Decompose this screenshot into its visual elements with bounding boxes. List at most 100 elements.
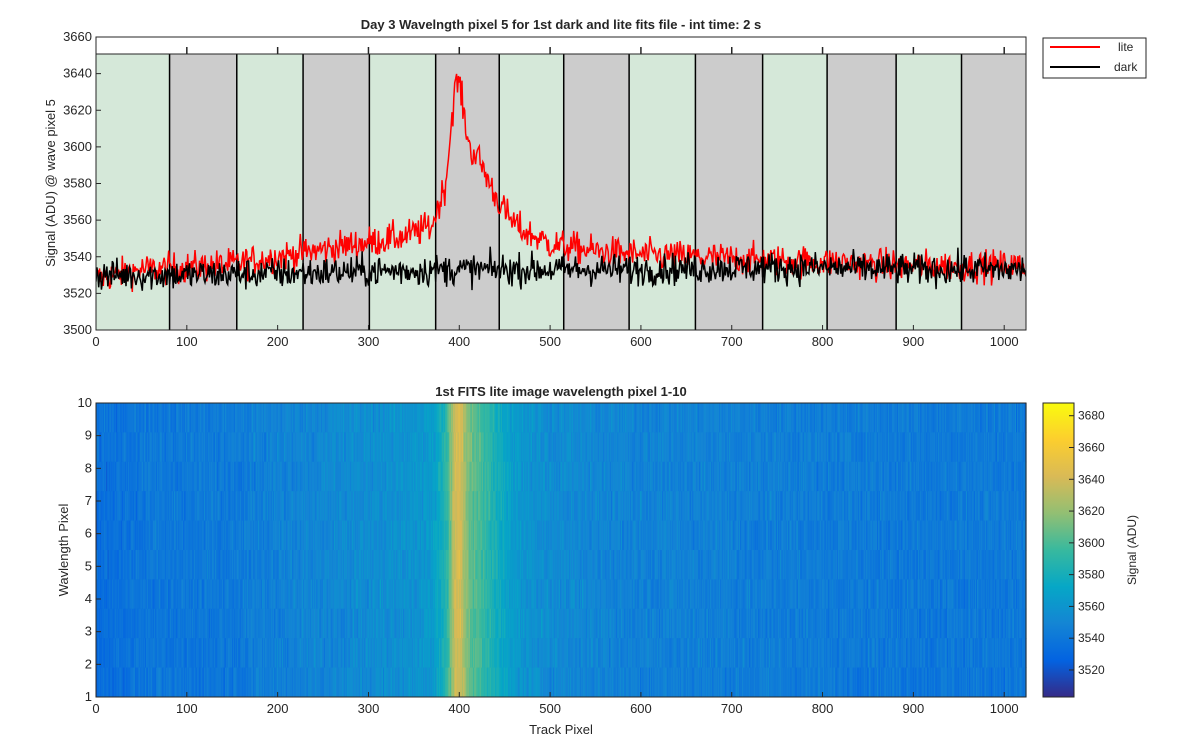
- heatmap-cell: [415, 403, 418, 433]
- heatmap-cell: [350, 491, 352, 521]
- heatmap-cell: [768, 461, 770, 492]
- heatmap-cell: [457, 432, 459, 463]
- heatmap-cell: [674, 403, 677, 433]
- heatmap-cell: [556, 432, 558, 463]
- heatmap-cell: [847, 461, 849, 492]
- heatmap-cell: [126, 461, 129, 492]
- heatmap-cell: [817, 461, 819, 492]
- heatmap-cell: [433, 432, 436, 463]
- heatmap-cell: [227, 403, 230, 433]
- heatmap-cell: [941, 461, 944, 492]
- heatmap-cell: [669, 520, 671, 551]
- heatmap-cell: [188, 432, 191, 463]
- heatmap-cell: [552, 520, 555, 551]
- heatmap-cell: [716, 403, 718, 433]
- heatmap-cell: [195, 520, 198, 551]
- heatmap-cell: [636, 461, 638, 492]
- heatmap-cell: [990, 491, 993, 521]
- heatmap-cell: [991, 432, 993, 463]
- heatmap-cell: [501, 461, 503, 492]
- heatmap-cell: [661, 461, 664, 492]
- heatmap-cell: [353, 432, 356, 463]
- heatmap-cell: [217, 432, 220, 463]
- heatmap-cell: [803, 432, 805, 463]
- heatmap-cell: [625, 491, 627, 521]
- heatmap-cell: [946, 491, 948, 521]
- heatmap-cell: [309, 461, 311, 492]
- heatmap-cell: [557, 491, 559, 521]
- heatmap-cell: [822, 491, 825, 521]
- heatmap-cell: [842, 403, 845, 433]
- heatmap-cell: [353, 432, 355, 463]
- heatmap-cell: [139, 491, 142, 521]
- heatmap-cell: [885, 491, 887, 521]
- heatmap-cell: [379, 432, 381, 463]
- heatmap-cell: [612, 491, 615, 521]
- heatmap-cell: [740, 403, 743, 433]
- heatmap-cell: [201, 520, 203, 551]
- heatmap-cell: [581, 403, 584, 433]
- heatmap-cell: [1021, 432, 1023, 463]
- heatmap-cell: [255, 432, 258, 463]
- heatmap-cell: [196, 520, 199, 551]
- heatmap-cell: [178, 403, 181, 433]
- heatmap-cell: [598, 461, 600, 492]
- heatmap-cell: [241, 432, 243, 463]
- heatmap-cell: [493, 403, 496, 433]
- heatmap-cell: [564, 461, 567, 492]
- heatmap-cell: [687, 461, 689, 492]
- heatmap-cell: [940, 432, 943, 463]
- heatmap-cell: [781, 491, 784, 521]
- heatmap-cell: [756, 461, 758, 492]
- heatmap-cell: [818, 520, 821, 551]
- heatmap-cell: [442, 403, 444, 433]
- heatmap-cell: [800, 461, 803, 492]
- heatmap-cell: [350, 461, 352, 492]
- heatmap-cell: [729, 491, 732, 521]
- heatmap-cell: [229, 461, 232, 492]
- heatmap-cell: [526, 461, 528, 492]
- heatmap-cell: [466, 403, 469, 433]
- heatmap-cell: [781, 461, 784, 492]
- heatmap-cell: [165, 432, 168, 463]
- heatmap-cell: [763, 461, 766, 492]
- heatmap-cell: [520, 461, 522, 492]
- heatmap-cell: [927, 432, 930, 463]
- heatmap-cell: [330, 491, 332, 521]
- heatmap-cell: [252, 432, 254, 463]
- heatmap-cell: [511, 432, 514, 463]
- heatmap-cell: [276, 491, 279, 521]
- legend[interactable]: lite dark: [1042, 37, 1147, 79]
- heatmap-cell: [192, 491, 194, 521]
- heatmap-cell: [998, 461, 1001, 492]
- heatmap-cell: [373, 520, 376, 551]
- heatmap-cell: [96, 432, 99, 463]
- heatmap-cell: [739, 432, 742, 463]
- heatmap-cell: [847, 403, 849, 433]
- heatmap-cell: [193, 491, 195, 521]
- heatmap-cell: [441, 520, 443, 551]
- heatmap-cell: [303, 520, 306, 551]
- heatmap-cell: [750, 520, 753, 551]
- heatmap-cell: [296, 403, 299, 433]
- heatmap-cell: [753, 403, 756, 433]
- heatmap-cell: [162, 403, 164, 433]
- heatmap-cell: [105, 432, 107, 463]
- heatmap-cell: [956, 432, 959, 463]
- heatmap-cell: [245, 520, 248, 551]
- heatmap-cell: [214, 461, 217, 492]
- heatmap-cell: [278, 491, 281, 521]
- heatmap-cell: [995, 461, 997, 492]
- heatmap-cell: [875, 491, 877, 521]
- heatmap-cell: [435, 432, 438, 463]
- heatmap-cell: [640, 461, 642, 492]
- heatmap-cell: [324, 432, 327, 463]
- heatmap-cell: [379, 461, 381, 492]
- heatmap-cell: [956, 403, 959, 433]
- heatmap-cell: [730, 461, 733, 492]
- heatmap-cell: [489, 432, 491, 463]
- heatmap-cell: [186, 403, 189, 433]
- heatmap-cell: [882, 461, 885, 492]
- heatmap-cell: [1023, 432, 1025, 463]
- heatmap-cell: [449, 403, 451, 433]
